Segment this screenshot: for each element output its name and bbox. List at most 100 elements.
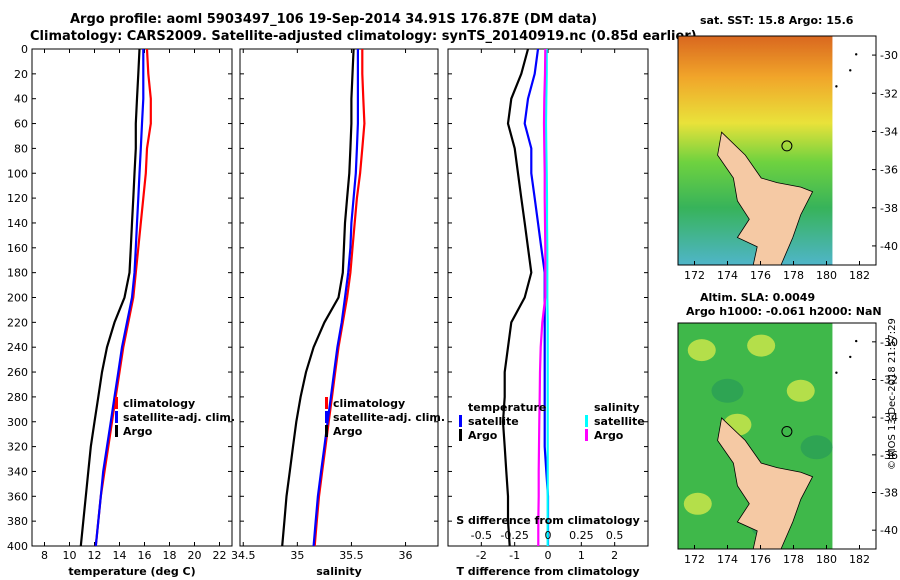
y-tick-label: 220 (7, 316, 28, 329)
lat-tick-label: -40 (880, 524, 898, 537)
lat-tick-label: -34 (880, 411, 898, 424)
top-axis-label-s-difference: S difference from climatology (456, 514, 640, 527)
legend-label: climatology (123, 397, 195, 410)
y-tick-label: 100 (7, 167, 28, 180)
island-dot (835, 85, 838, 88)
lat-tick-label: -36 (880, 164, 898, 177)
series-line-satellite-adj-clim- (312, 49, 359, 547)
legend-swatch (325, 425, 328, 437)
legend-label: Argo (468, 429, 498, 442)
series-line-salinity-argo (537, 48, 547, 546)
x-tick-label: 10 (63, 549, 77, 562)
sla-anomaly-blob (747, 334, 776, 357)
s-tick-label: 0.25 (569, 529, 594, 542)
legend-label: satellite (594, 415, 645, 428)
lat-tick-label: -36 (880, 449, 898, 462)
legend-label: climatology (333, 397, 405, 410)
lat-tick-label: -30 (880, 336, 898, 349)
legend-label: satellite-adj. clim. (333, 411, 445, 424)
x-tick-label: -1 (509, 549, 520, 562)
argo-float-marker (781, 425, 793, 437)
x-axis-label-salinity: salinity (316, 565, 362, 578)
x-tick-label: 8 (41, 549, 48, 562)
sst-map-title: sat. SST: 15.8 Argo: 15.6 (700, 14, 854, 27)
figure-title-line1: Argo profile: aoml 5903497_106 19-Sep-20… (70, 12, 598, 27)
series-line-satellite-adj-clim- (94, 49, 145, 547)
y-tick-label: 180 (7, 267, 28, 280)
lon-tick-label: 174 (717, 269, 738, 282)
s-tick-label: -0.5 (471, 529, 492, 542)
figure-title-line2: Climatology: CARS2009. Satellite-adjuste… (30, 29, 697, 44)
x-tick-label: 18 (163, 549, 177, 562)
sla-anomaly-blob (687, 339, 716, 362)
y-tick-label: 80 (14, 142, 28, 155)
x-tick-label: 16 (138, 549, 152, 562)
s-tick-label: -0.25 (500, 529, 528, 542)
x-tick-label: 2 (611, 549, 618, 562)
legend-swatch (115, 411, 118, 423)
y-tick-label: 120 (7, 192, 28, 205)
sla-map-title-2: Argo h1000: -0.061 h2000: NaN (686, 305, 882, 318)
x-tick-label: 0 (545, 549, 552, 562)
series-line-argo (281, 48, 355, 547)
y-tick-label: 20 (14, 68, 28, 81)
lon-tick-label: 178 (783, 553, 804, 566)
legend-label: satellite (468, 415, 519, 428)
y-tick-label: 300 (7, 416, 28, 429)
lon-tick-label: 178 (783, 269, 804, 282)
legend-label: Argo (594, 429, 624, 442)
lon-tick-label: 172 (684, 269, 705, 282)
y-tick-label: 0 (21, 43, 28, 56)
y-tick-label: 40 (14, 93, 28, 106)
legend-swatch (325, 411, 328, 423)
island-dot (855, 339, 858, 343)
x-tick-label: 14 (113, 549, 127, 562)
sla-map-title-1: Altim. SLA: 0.0049 (700, 291, 816, 304)
x-tick-label: -2 (476, 549, 487, 562)
y-tick-label: 340 (7, 465, 28, 478)
island-dot (849, 69, 852, 72)
lon-tick-label: 180 (816, 553, 837, 566)
island-dot (849, 355, 852, 359)
lat-tick-label: -38 (880, 487, 898, 500)
legend-title-salinity: salinity (594, 401, 640, 414)
legend-label: Argo (123, 425, 153, 438)
lat-tick-label: -38 (880, 202, 898, 215)
legend-label: satellite-adj. clim. (123, 411, 235, 424)
legend-swatch (325, 397, 328, 409)
lon-tick-label: 180 (816, 269, 837, 282)
x-tick-label: 20 (188, 549, 202, 562)
map-frame (677, 35, 877, 266)
y-tick-label: 200 (7, 292, 28, 305)
legend-swatch (459, 415, 462, 427)
lat-tick-label: -30 (880, 49, 898, 62)
lat-tick-label: -32 (880, 87, 898, 100)
lon-tick-label: 176 (750, 269, 771, 282)
y-tick-label: 240 (7, 341, 28, 354)
lon-tick-label: 182 (849, 269, 870, 282)
legend-swatch (115, 425, 118, 437)
lon-tick-label: 174 (717, 553, 738, 566)
x-tick-label: 35.5 (339, 549, 364, 562)
sla-anomaly-blob (711, 378, 744, 403)
legend-swatch (585, 415, 588, 427)
s-tick-label: 0 (545, 529, 552, 542)
y-tick-label: 380 (7, 515, 28, 528)
legend-title-temperature: temperature (468, 401, 546, 414)
argo-float-marker (781, 140, 793, 152)
y-tick-label: 160 (7, 242, 28, 255)
lon-tick-label: 172 (684, 553, 705, 566)
s-tick-label: 0.5 (606, 529, 624, 542)
lat-tick-label: -40 (880, 240, 898, 253)
x-tick-label: 34.5 (231, 549, 256, 562)
series-line-temperature-argo (501, 48, 533, 547)
map-frame (677, 322, 877, 550)
series-line-salinity-satellite (544, 49, 549, 546)
sla-anomaly-blob (786, 379, 815, 402)
y-tick-label: 360 (7, 490, 28, 503)
series-line-argo (79, 48, 141, 547)
x-axis-label-temperature: temperature (deg C) (68, 565, 195, 578)
x-tick-label: 1 (578, 549, 585, 562)
x-tick-label: 12 (88, 549, 102, 562)
